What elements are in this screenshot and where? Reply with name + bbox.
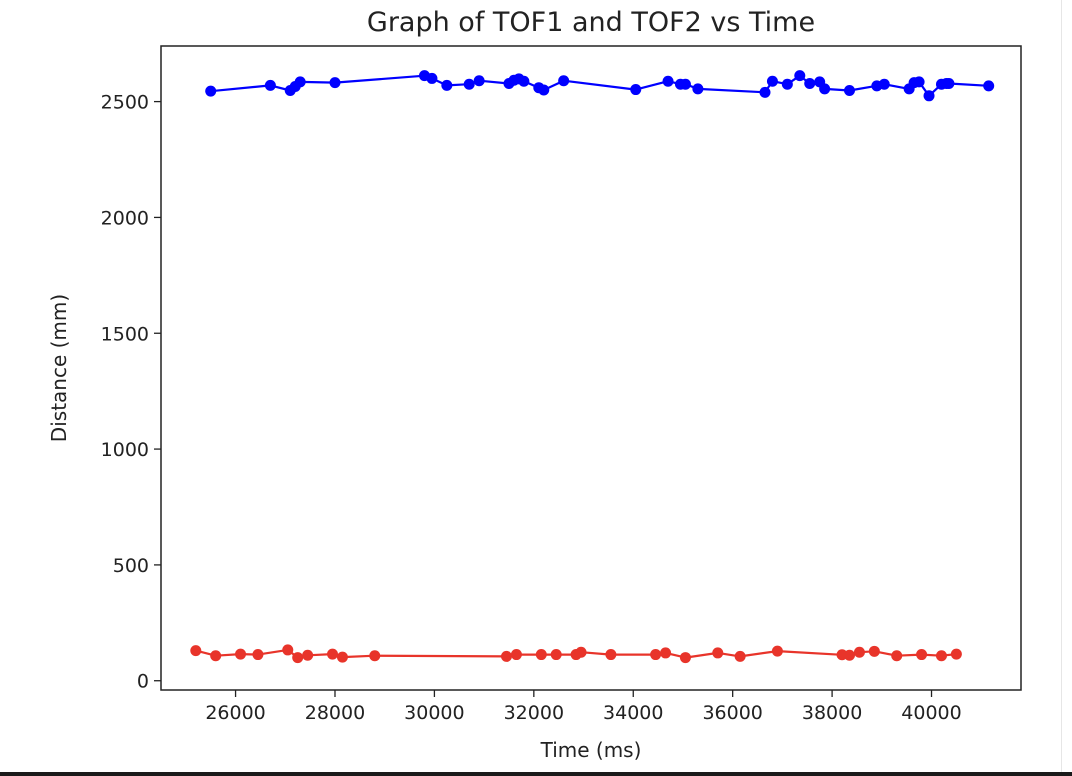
series-2-point (282, 644, 294, 656)
series-1-point (538, 84, 550, 96)
series-1-point (662, 75, 674, 87)
series-2-point (771, 645, 783, 657)
series-2-point (843, 649, 855, 661)
series-2-point (916, 649, 928, 661)
plot-area (190, 70, 995, 664)
y-tick-label: 2000 (101, 207, 149, 229)
window-bottom-border (0, 772, 1072, 776)
series-1-point (692, 83, 704, 95)
series-1-point (804, 78, 816, 90)
series-2-point (336, 651, 348, 663)
series-1-point (923, 90, 935, 102)
series-2-point (252, 649, 264, 661)
series-2-point (535, 649, 547, 661)
series-2-point (712, 647, 724, 659)
series-1-point (943, 78, 955, 90)
series-2-point (868, 645, 880, 657)
x-tick-label: 32000 (504, 702, 564, 724)
series-2-point (369, 650, 381, 662)
series-2-point (734, 650, 746, 662)
series-2-point (660, 647, 672, 659)
series-2-point (853, 646, 865, 658)
series-2-point (292, 652, 304, 664)
y-tick-label: 1000 (101, 439, 149, 461)
series-1-point (518, 75, 530, 87)
series-1-point (463, 78, 475, 90)
series-2-point (605, 649, 617, 661)
x-axis-label: Time (ms) (540, 738, 642, 762)
x-tick-label: 34000 (603, 702, 663, 724)
chart-title: Graph of TOF1 and TOF2 vs Time (367, 7, 815, 38)
series-2-point (550, 649, 562, 661)
y-tick-label: 500 (113, 555, 149, 577)
series-1-point (558, 75, 570, 87)
y-tick-label: 0 (137, 671, 149, 693)
y-tick-label: 1500 (101, 323, 149, 345)
series-1-point (781, 78, 793, 90)
series-1-point (473, 75, 485, 87)
y-tick-label: 2500 (101, 92, 149, 114)
series-1-point (913, 76, 925, 88)
series-2-point (500, 650, 512, 662)
series-1-point (794, 70, 806, 82)
series-2-point (891, 650, 903, 662)
axis-ticks: 26000 28000 30000 32000 34000 36000 38000 40000… (101, 92, 962, 724)
series-2-point (950, 648, 962, 660)
x-tick-label: 40000 (901, 702, 961, 724)
series-1-point (294, 76, 306, 88)
y-axis-label: Distance (mm) (47, 294, 71, 442)
x-tick-label: 26000 (205, 702, 265, 724)
series-1-point (426, 72, 438, 84)
series-2-point (235, 648, 247, 660)
series-2-point (302, 649, 314, 661)
series-1-point (843, 84, 855, 96)
series-1-point (759, 86, 771, 98)
series-2-point (650, 649, 662, 661)
series-1-point (983, 80, 995, 92)
series-2-point (935, 650, 947, 662)
x-tick-label: 36000 (702, 702, 762, 724)
x-tick-label: 38000 (802, 702, 862, 724)
series-2-point (575, 646, 587, 658)
series-1-point (329, 77, 341, 89)
series-1-point (819, 83, 831, 95)
series-1-point (766, 75, 778, 87)
series-2-point (679, 652, 691, 664)
series-1-point (630, 84, 642, 96)
series-1-point (205, 85, 217, 97)
series-1-point (679, 78, 691, 90)
series-2-point (327, 648, 339, 660)
series-2-point (210, 650, 222, 662)
panel-divider (1061, 0, 1062, 772)
series-2-point (190, 645, 202, 657)
x-tick-label: 30000 (404, 702, 464, 724)
series-1-point (878, 78, 890, 90)
series-2-point (510, 649, 522, 661)
x-tick-label: 28000 (305, 702, 365, 724)
plot-frame (160, 45, 1022, 691)
series-1-point (264, 79, 276, 91)
series-1-point (441, 79, 453, 91)
